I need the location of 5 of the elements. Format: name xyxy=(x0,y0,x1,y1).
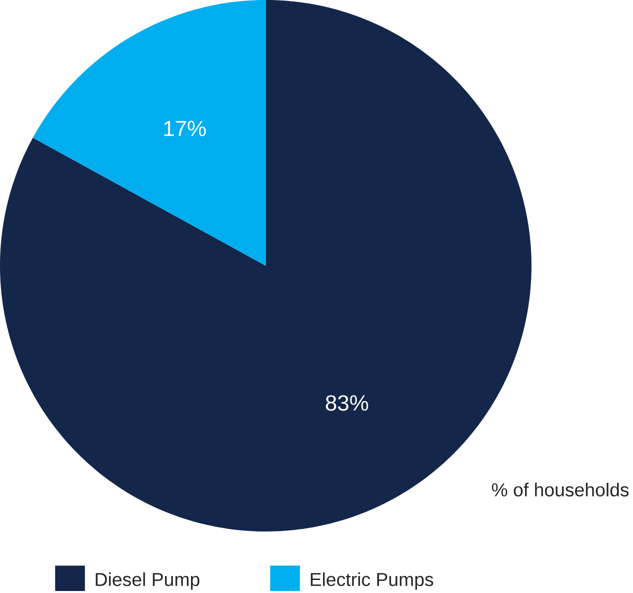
data-label: 83% xyxy=(326,394,368,411)
legend-label: Diesel Pump xyxy=(96,572,200,590)
data-label: 17% xyxy=(164,120,206,136)
text: % of households xyxy=(492,482,629,496)
legend-label: Electric Pumps xyxy=(310,572,434,590)
